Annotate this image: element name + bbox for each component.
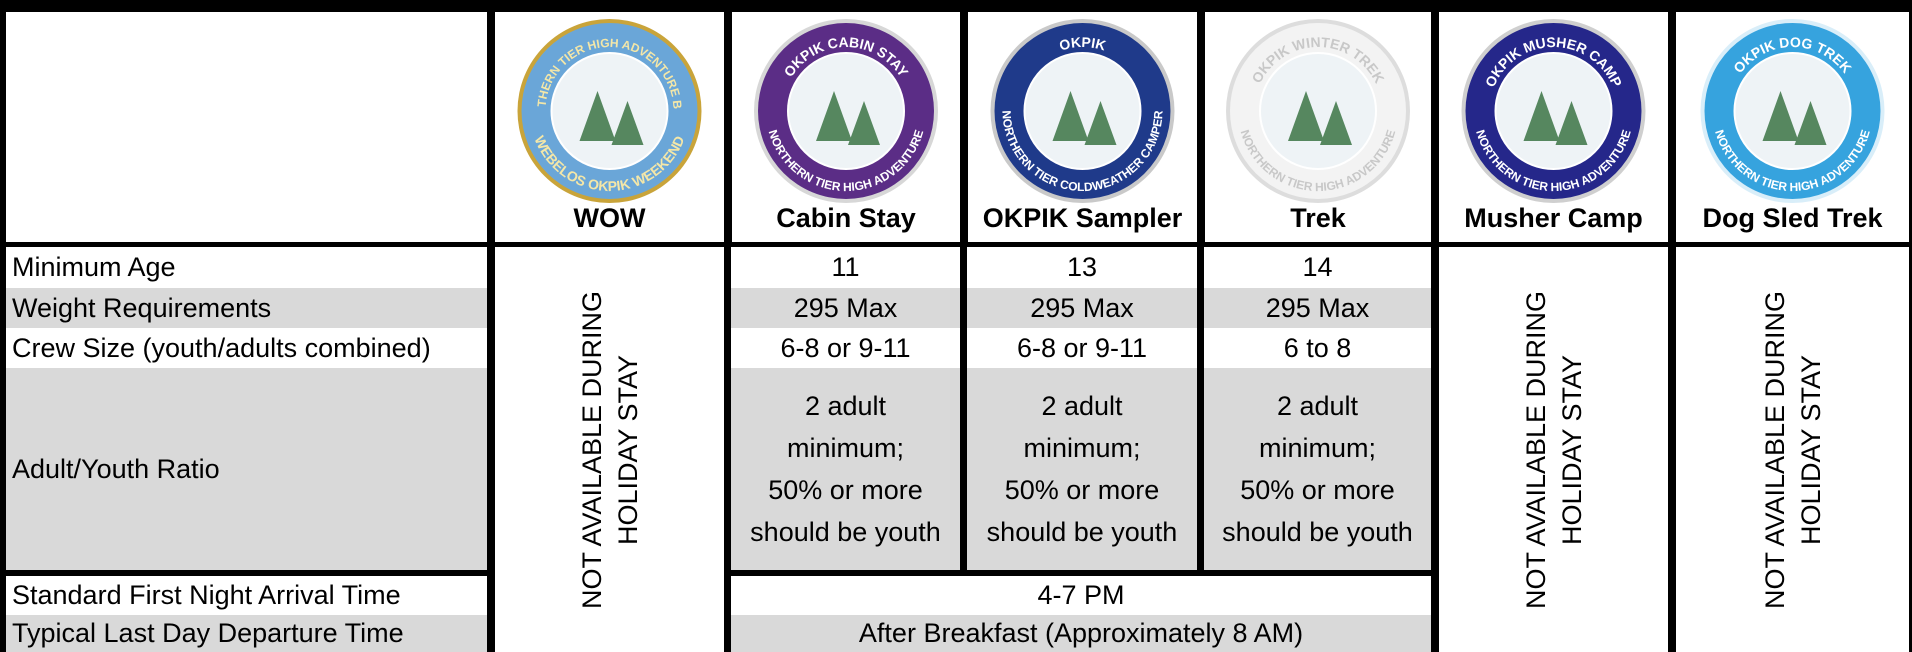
column-title: Musher Camp: [1464, 203, 1643, 234]
row-label: Crew Size (youth/adults combined): [6, 328, 487, 368]
ratio-line: should be youth: [750, 511, 941, 553]
value-cell: 295 Max: [731, 288, 960, 328]
column-header: NORTHERN TIER HIGH ADVENTURE BASEWEBELOS…: [495, 12, 724, 242]
logo-center: [1025, 53, 1141, 169]
ratio-line: 50% or more: [1240, 469, 1395, 511]
column-title: OKPIK Sampler: [983, 203, 1183, 234]
ratio-line: minimum;: [787, 427, 904, 469]
column-title: Dog Sled Trek: [1702, 203, 1882, 234]
unavailable-line: HOLIDAY STAY: [1554, 290, 1590, 608]
ratio-line: minimum;: [1023, 427, 1140, 469]
column-title: Cabin Stay: [776, 203, 916, 234]
ratio-line: 2 adult: [1277, 385, 1358, 427]
unavailable-line: NOT AVAILABLE DURING: [1757, 290, 1793, 608]
ratio-line: minimum;: [1259, 427, 1376, 469]
column-title: WOW: [574, 203, 646, 234]
ratio-line: 50% or more: [768, 469, 923, 511]
row-label: Weight Requirements: [6, 288, 487, 328]
logo: NORTHERN TIER HIGH ADVENTURE BASEWEBELOS…: [495, 16, 724, 204]
ratio-line: 50% or more: [1005, 469, 1160, 511]
logo-center: [1260, 53, 1376, 169]
unavailable-line: NOT AVAILABLE DURING: [1518, 290, 1554, 608]
departure-cell: After Breakfast (Approximately 8 AM): [731, 615, 1431, 652]
row-label: Typical Last Day Departure Time: [6, 615, 487, 652]
value-cell: 295 Max: [1204, 288, 1431, 328]
value-cell: 13: [967, 247, 1197, 288]
column-title: Trek: [1290, 203, 1346, 234]
row-label: Adult/Youth Ratio: [6, 368, 487, 570]
row-label: Standard First Night Arrival Time: [6, 576, 487, 615]
arrival-cell: 4-7 PM: [731, 576, 1431, 615]
logo-center: [552, 53, 668, 169]
unavailable-line: NOT AVAILABLE DURING: [574, 290, 610, 608]
value-cell: 6-8 or 9-11: [967, 328, 1197, 368]
logo-center: [1496, 53, 1612, 169]
header-corner: [6, 12, 487, 242]
value-cell: 295 Max: [967, 288, 1197, 328]
value-cell: 6-8 or 9-11: [731, 328, 960, 368]
ratio-line: should be youth: [1222, 511, 1413, 553]
value-cell: 6 to 8: [1204, 328, 1431, 368]
unavailable-line: HOLIDAY STAY: [1793, 290, 1829, 608]
ratio-line: 2 adult: [805, 385, 886, 427]
value-cell: 11: [731, 247, 960, 288]
value-cell: 14: [1204, 247, 1431, 288]
ratio-line: should be youth: [987, 511, 1178, 553]
logo-center: [788, 53, 904, 169]
ratio-line: 2 adult: [1041, 385, 1122, 427]
unavailable-line: HOLIDAY STAY: [610, 290, 646, 608]
row-label: Minimum Age: [6, 247, 487, 288]
logo-center: [1735, 53, 1851, 169]
program-table: NORTHERN TIER HIGH ADVENTURE BASEWEBELOS…: [0, 0, 1912, 652]
